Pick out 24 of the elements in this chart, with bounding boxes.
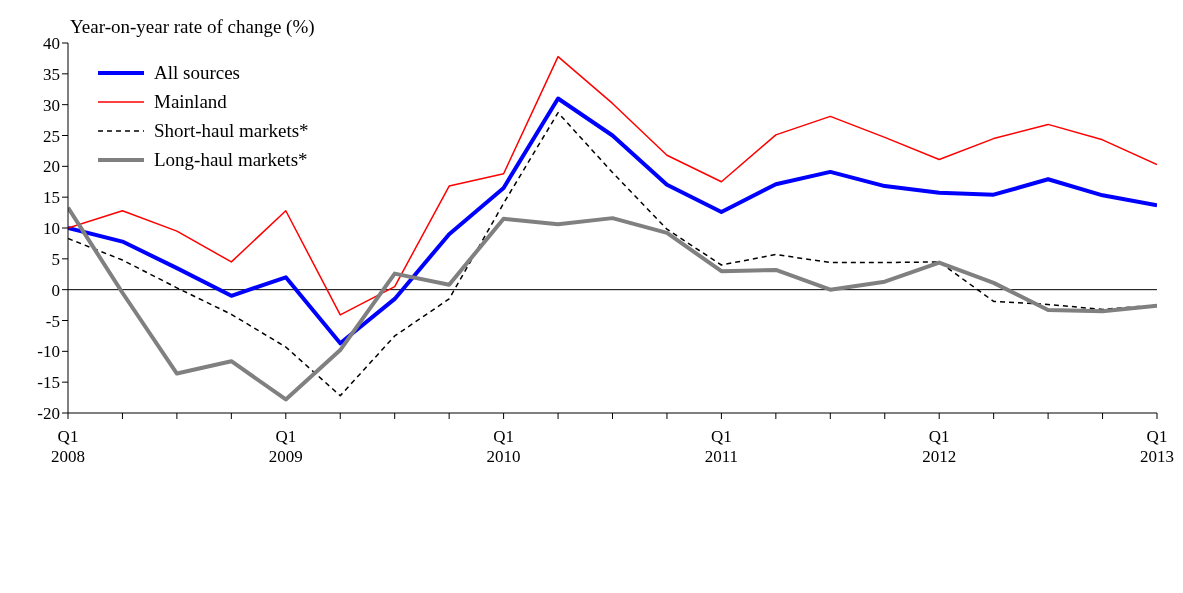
y-tick-label: -10 [37,342,60,362]
y-tick-label: -5 [45,311,60,331]
y-tick-label: 20 [43,157,60,177]
legend-label: Long-haul markets* [154,148,308,171]
y-tick-label: 15 [43,188,60,208]
x-tick-label: Q1 2012 [922,427,957,467]
x-tick-label: Q1 2008 [51,427,85,467]
y-tick-label: -15 [37,373,60,393]
y-tick-label: 5 [51,249,60,269]
legend-label: Mainland [154,90,227,113]
x-tick-label: Q1 2009 [268,427,303,467]
y-tick-label: -20 [37,404,60,424]
y-axis-title: Year-on-year rate of change (%) [70,16,315,38]
y-tick-label: 25 [43,126,60,146]
y-tick-label: 35 [43,64,60,84]
legend-label: All sources [154,61,241,84]
x-tick-label: Q1 2010 [486,427,521,467]
y-tick-label: 40 [43,34,60,54]
x-tick-label: Q1 2011 [704,427,739,467]
y-tick-label: 30 [43,95,60,115]
legend-label: Short-haul markets* [154,119,309,142]
y-tick-label: 10 [43,219,60,239]
y-tick-label: 0 [51,280,60,300]
x-tick-label: Q1 2013 [1140,427,1174,467]
